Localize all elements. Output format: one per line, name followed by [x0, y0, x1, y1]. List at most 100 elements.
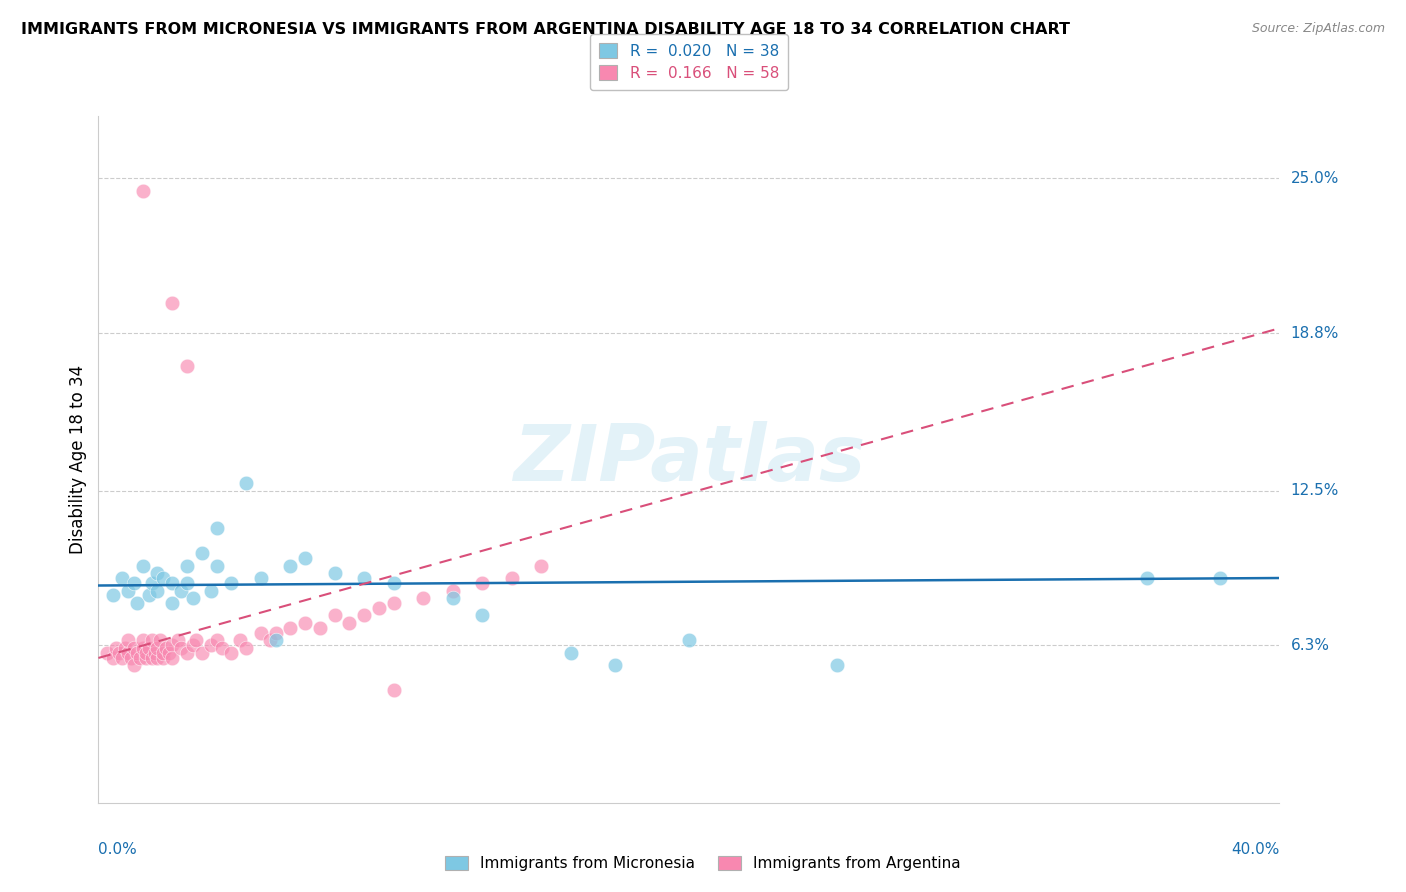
- Point: [132, 558, 155, 573]
- Point: [143, 646, 166, 660]
- Text: 12.5%: 12.5%: [1291, 483, 1339, 498]
- Point: [162, 596, 183, 610]
- Point: [368, 601, 391, 615]
- Point: [205, 633, 228, 648]
- Point: [132, 633, 155, 648]
- Legend: R =  0.020   N = 38, R =  0.166   N = 58: R = 0.020 N = 38, R = 0.166 N = 58: [589, 34, 789, 90]
- Point: [152, 646, 174, 660]
- Point: [176, 359, 198, 373]
- Point: [294, 551, 316, 566]
- Point: [382, 683, 405, 698]
- Point: [560, 646, 582, 660]
- Point: [605, 658, 627, 673]
- Point: [146, 651, 169, 665]
- Point: [125, 596, 148, 610]
- Point: [191, 546, 214, 560]
- Point: [339, 615, 361, 630]
- Point: [501, 571, 523, 585]
- Point: [235, 476, 257, 491]
- Text: Source: ZipAtlas.com: Source: ZipAtlas.com: [1251, 22, 1385, 36]
- Text: 6.3%: 6.3%: [1291, 638, 1330, 653]
- Point: [122, 640, 145, 655]
- Point: [122, 576, 145, 591]
- Point: [162, 576, 183, 591]
- Text: 0.0%: 0.0%: [98, 842, 138, 856]
- Point: [229, 633, 252, 648]
- Point: [96, 646, 118, 660]
- Point: [141, 651, 163, 665]
- Point: [221, 576, 243, 591]
- Point: [250, 626, 273, 640]
- Point: [162, 651, 183, 665]
- Point: [122, 658, 145, 673]
- Point: [117, 646, 139, 660]
- Point: [141, 633, 163, 648]
- Point: [157, 646, 180, 660]
- Text: 40.0%: 40.0%: [1232, 842, 1279, 856]
- Point: [221, 646, 243, 660]
- Point: [530, 558, 553, 573]
- Legend: Immigrants from Micronesia, Immigrants from Argentina: Immigrants from Micronesia, Immigrants f…: [439, 849, 967, 877]
- Point: [170, 583, 193, 598]
- Point: [250, 571, 273, 585]
- Point: [205, 521, 228, 535]
- Point: [132, 184, 155, 198]
- Point: [280, 558, 302, 573]
- Point: [181, 591, 204, 605]
- Point: [1136, 571, 1159, 585]
- Point: [382, 596, 405, 610]
- Point: [111, 571, 134, 585]
- Point: [184, 633, 207, 648]
- Point: [323, 608, 346, 623]
- Point: [353, 608, 375, 623]
- Point: [412, 591, 434, 605]
- Point: [353, 571, 375, 585]
- Point: [135, 646, 157, 660]
- Point: [162, 639, 183, 653]
- Point: [167, 633, 190, 648]
- Point: [235, 640, 257, 655]
- Point: [120, 651, 142, 665]
- Point: [382, 576, 405, 591]
- Point: [211, 640, 233, 655]
- Point: [114, 640, 136, 655]
- Point: [200, 639, 222, 653]
- Point: [141, 576, 163, 591]
- Point: [138, 640, 160, 655]
- Point: [441, 591, 464, 605]
- Point: [259, 633, 281, 648]
- Point: [111, 651, 134, 665]
- Text: IMMIGRANTS FROM MICRONESIA VS IMMIGRANTS FROM ARGENTINA DISABILITY AGE 18 TO 34 : IMMIGRANTS FROM MICRONESIA VS IMMIGRANTS…: [21, 22, 1070, 37]
- Point: [146, 583, 169, 598]
- Point: [105, 640, 128, 655]
- Point: [149, 633, 172, 648]
- Point: [323, 566, 346, 580]
- Point: [471, 608, 494, 623]
- Point: [162, 296, 183, 310]
- Text: ZIPatlas: ZIPatlas: [513, 421, 865, 498]
- Point: [1209, 571, 1232, 585]
- Point: [176, 646, 198, 660]
- Point: [103, 589, 125, 603]
- Point: [176, 558, 198, 573]
- Y-axis label: Disability Age 18 to 34: Disability Age 18 to 34: [69, 365, 87, 554]
- Point: [108, 646, 131, 660]
- Point: [280, 621, 302, 635]
- Point: [441, 583, 464, 598]
- Text: 18.8%: 18.8%: [1291, 326, 1339, 341]
- Point: [264, 633, 287, 648]
- Point: [678, 633, 700, 648]
- Point: [146, 640, 169, 655]
- Point: [170, 640, 193, 655]
- Point: [117, 583, 139, 598]
- Point: [200, 583, 222, 598]
- Point: [264, 626, 287, 640]
- Point: [146, 566, 169, 580]
- Point: [825, 658, 848, 673]
- Point: [152, 651, 174, 665]
- Point: [117, 633, 139, 648]
- Point: [152, 571, 174, 585]
- Point: [125, 646, 148, 660]
- Point: [181, 639, 204, 653]
- Point: [176, 576, 198, 591]
